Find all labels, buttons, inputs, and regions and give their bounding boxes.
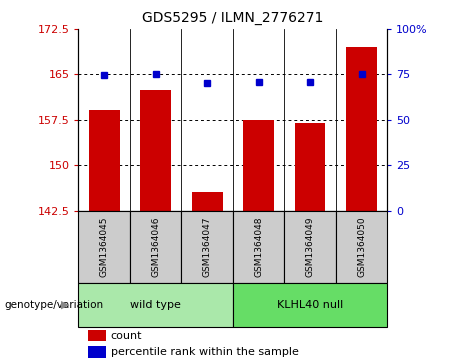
- Bar: [346, 47, 377, 211]
- Bar: [130, 211, 181, 283]
- Bar: [78, 211, 130, 283]
- Text: GSM1364049: GSM1364049: [306, 217, 314, 277]
- Text: GSM1364048: GSM1364048: [254, 217, 263, 277]
- Text: percentile rank within the sample: percentile rank within the sample: [111, 347, 299, 357]
- Bar: [233, 211, 284, 283]
- Bar: [336, 211, 387, 283]
- Text: ▶: ▶: [61, 300, 69, 310]
- Bar: [295, 123, 325, 211]
- Bar: [140, 90, 171, 211]
- Title: GDS5295 / ILMN_2776271: GDS5295 / ILMN_2776271: [142, 11, 324, 25]
- Bar: [89, 110, 119, 211]
- Bar: [192, 192, 223, 211]
- Text: GSM1364047: GSM1364047: [202, 217, 212, 277]
- Bar: [88, 346, 106, 358]
- Bar: [233, 283, 387, 327]
- Bar: [78, 283, 233, 327]
- Bar: [181, 211, 233, 283]
- Text: GSM1364046: GSM1364046: [151, 217, 160, 277]
- Text: count: count: [111, 331, 142, 341]
- Text: wild type: wild type: [130, 300, 181, 310]
- Text: GSM1364050: GSM1364050: [357, 216, 366, 277]
- Bar: [88, 330, 106, 341]
- Text: GSM1364045: GSM1364045: [100, 217, 109, 277]
- Text: genotype/variation: genotype/variation: [5, 300, 104, 310]
- Bar: [284, 211, 336, 283]
- Text: KLHL40 null: KLHL40 null: [277, 300, 343, 310]
- Bar: [243, 120, 274, 211]
